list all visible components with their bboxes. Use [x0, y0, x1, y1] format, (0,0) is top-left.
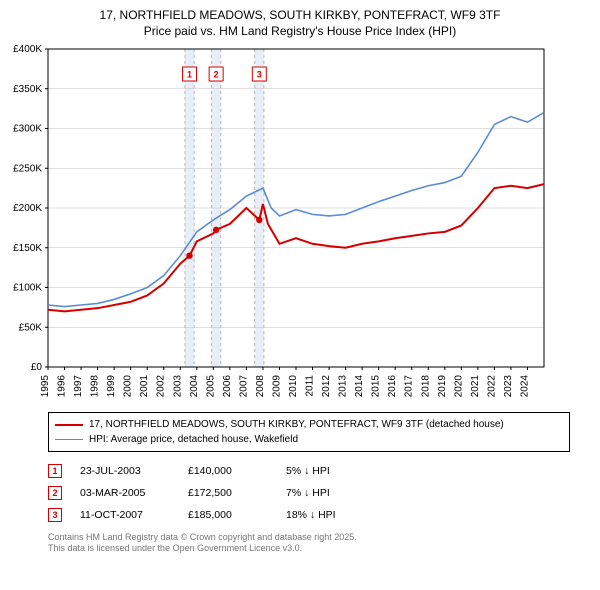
legend-item: HPI: Average price, detached house, Wake… [55, 432, 563, 447]
x-tick-label: 2001 [139, 375, 150, 398]
x-tick-label: 2020 [453, 375, 464, 398]
x-tick-label: 2018 [420, 375, 431, 398]
legend-label: 17, NORTHFIELD MEADOWS, SOUTH KIRKBY, PO… [89, 417, 504, 432]
sales-table: 1 23-JUL-2003 £140,000 5% ↓ HPI 2 03-MAR-2005… [48, 460, 570, 526]
footer-attribution: Contains HM Land Registry data © Crown c… [48, 532, 570, 555]
legend-swatch [55, 424, 83, 426]
sale-marker-number: 3 [257, 70, 262, 80]
x-tick-label: 2010 [288, 375, 299, 398]
sale-vs-hpi: 7% ↓ HPI [286, 487, 386, 499]
x-tick-label: 1999 [106, 375, 117, 398]
y-tick-label: £100K [13, 283, 42, 294]
x-tick-label: 2007 [238, 375, 249, 398]
x-tick-label: 1995 [40, 375, 51, 398]
x-tick-label: 1998 [90, 375, 101, 398]
x-tick-label: 2016 [387, 375, 398, 398]
line-chart: £0 £50K £100K £150K £200K £250K £300K £350K £400… [0, 43, 560, 403]
legend-label: HPI: Average price, detached house, Wake… [89, 432, 298, 447]
legend: 17, NORTHFIELD MEADOWS, SOUTH KIRKBY, PO… [48, 412, 570, 452]
title-line-2: Price paid vs. HM Land Registry's House … [10, 24, 590, 40]
x-tick-label: 2021 [470, 375, 481, 398]
x-tick-label: 1997 [73, 375, 84, 398]
x-tick-label: 2014 [354, 375, 365, 398]
sale-date: 23-JUL-2003 [80, 465, 170, 477]
footer-line-1: Contains HM Land Registry data © Crown c… [48, 532, 570, 543]
y-tick-label: £200K [13, 203, 42, 214]
x-tick-label: 2015 [371, 375, 382, 398]
sale-price: £185,000 [188, 509, 268, 521]
sale-marker: 2 [48, 486, 62, 500]
sale-price: £172,500 [188, 487, 268, 499]
sale-vs-hpi: 5% ↓ HPI [286, 465, 386, 477]
x-tick-label: 2005 [205, 375, 216, 398]
sale-marker: 3 [48, 508, 62, 522]
x-tick-label: 2003 [172, 375, 183, 398]
title-line-1: 17, NORTHFIELD MEADOWS, SOUTH KIRKBY, PO… [10, 8, 590, 24]
x-tick-label: 2009 [271, 375, 282, 398]
x-tick-label: 2012 [321, 375, 332, 398]
x-tick-label: 2013 [338, 375, 349, 398]
y-tick-label: £150K [13, 243, 42, 254]
x-tick-label: 1996 [57, 375, 68, 398]
y-tick-label: £300K [13, 124, 42, 135]
sales-row: 3 11-OCT-2007 £185,000 18% ↓ HPI [48, 504, 570, 526]
sales-row: 2 03-MAR-2005 £172,500 7% ↓ HPI [48, 482, 570, 504]
y-tick-label: £0 [31, 362, 43, 373]
x-tick-label: 2000 [123, 375, 134, 398]
x-tick-label: 2008 [255, 375, 266, 398]
sale-marker-number: 2 [214, 70, 219, 80]
sale-vs-hpi: 18% ↓ HPI [286, 509, 386, 521]
x-tick-label: 2024 [519, 375, 530, 398]
footer-line-2: This data is licensed under the Open Gov… [48, 543, 570, 554]
x-tick-label: 2011 [305, 375, 316, 397]
x-tick-label: 2004 [189, 375, 200, 398]
sale-price: £140,000 [188, 465, 268, 477]
sale-marker: 1 [48, 464, 62, 478]
x-tick-label: 2002 [156, 375, 167, 398]
sale-date: 11-OCT-2007 [80, 509, 170, 521]
sale-marker-number: 1 [187, 70, 192, 80]
chart-container: £0 £50K £100K £150K £200K £250K £300K £350K £400… [0, 43, 600, 408]
x-tick-label: 2017 [404, 375, 415, 398]
sales-row: 1 23-JUL-2003 £140,000 5% ↓ HPI [48, 460, 570, 482]
sale-point [213, 227, 219, 233]
x-tick-label: 2019 [437, 375, 448, 398]
x-tick-label: 2022 [486, 375, 497, 398]
x-tick-label: 2023 [503, 375, 514, 398]
y-tick-label: £400K [13, 44, 42, 55]
y-tick-label: £50K [19, 322, 43, 333]
sale-point [256, 217, 262, 223]
chart-title-block: 17, NORTHFIELD MEADOWS, SOUTH KIRKBY, PO… [0, 0, 600, 43]
y-tick-label: £250K [13, 163, 42, 174]
y-tick-label: £350K [13, 84, 42, 95]
legend-item: 17, NORTHFIELD MEADOWS, SOUTH KIRKBY, PO… [55, 417, 563, 432]
sale-point [186, 253, 192, 259]
sale-date: 03-MAR-2005 [80, 487, 170, 499]
legend-swatch [55, 439, 83, 440]
x-tick-label: 2006 [222, 375, 233, 398]
